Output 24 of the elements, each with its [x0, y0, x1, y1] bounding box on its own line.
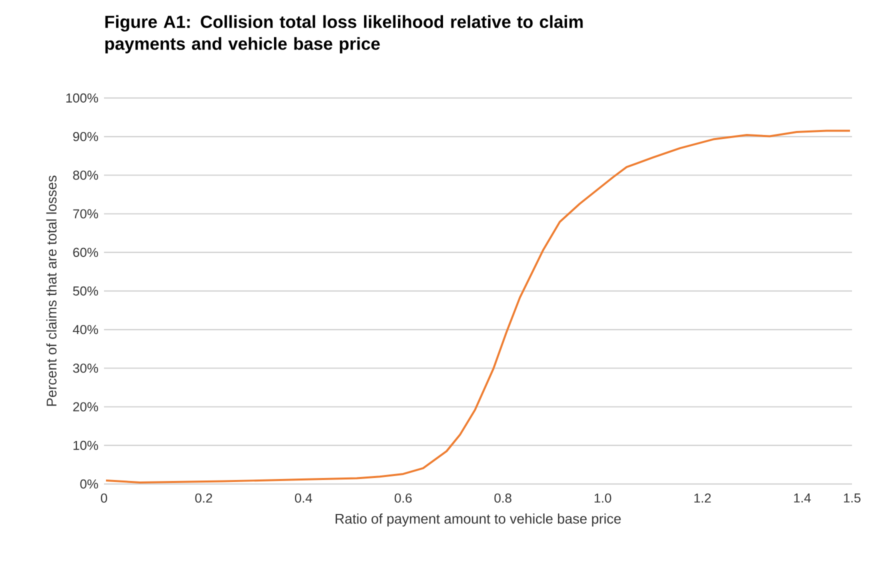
y-tick-label: 20%: [73, 402, 98, 412]
y-tick-label: 50%: [73, 286, 98, 296]
line-series: [104, 130, 852, 484]
y-tick-label: 100%: [66, 93, 98, 103]
x-tick-label: 0.4: [294, 493, 312, 503]
x-axis-title: Ratio of payment amount to vehicle base price: [336, 513, 621, 526]
y-tick-label: 80%: [73, 170, 98, 180]
x-tick-label: 0.2: [195, 493, 212, 503]
y-tick-label: 40%: [72, 325, 98, 334]
y-tick-label: 60%: [73, 248, 98, 257]
y-tick-label: 70%: [73, 209, 98, 218]
y-tick-label: 30%: [73, 364, 98, 373]
x-tick-label: 1.2: [694, 493, 711, 503]
x-tick-label: 1.0: [594, 493, 612, 503]
x-tick-label: 1.4: [794, 494, 811, 502]
x-tick-label: 0.6: [394, 493, 412, 503]
x-tick-label: 0.8: [494, 493, 512, 503]
x-tick-label: 0: [100, 493, 108, 503]
y-axis-title: Percent of claims that are total losses: [46, 176, 57, 406]
x-tick-label: 1.5: [844, 494, 860, 503]
y-tick-label: 90%: [73, 132, 98, 142]
chart-title: Figure A1: Collision total loss likelihood relative to claim payments and vehicle base price: [105, 15, 583, 54]
y-tick-label: 0%: [80, 479, 98, 489]
y-tick-label: 10%: [74, 440, 98, 450]
